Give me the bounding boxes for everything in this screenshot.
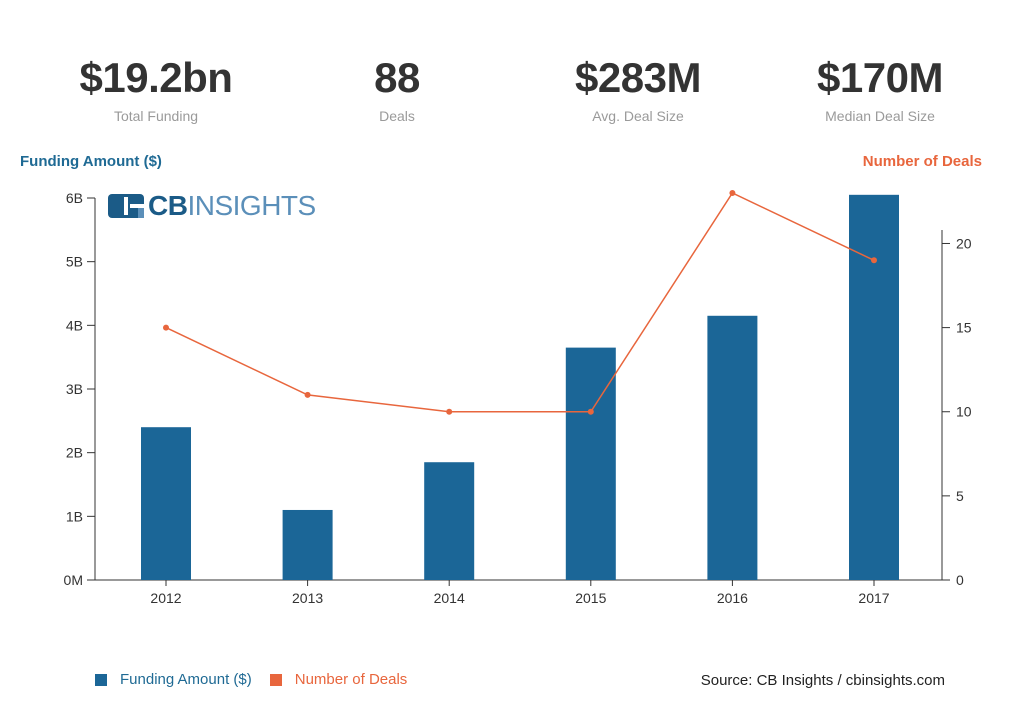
x-axis-tick-label: 2012 bbox=[150, 590, 181, 606]
logo-text-insights: INSIGHTS bbox=[187, 190, 316, 221]
left-axis-title: Funding Amount ($) bbox=[20, 153, 162, 170]
x-axis-tick-label: 2014 bbox=[434, 590, 465, 606]
legend-label-funding: Funding Amount ($) bbox=[120, 671, 252, 688]
source-note: Source: CB Insights / cbinsights.com bbox=[700, 672, 945, 689]
x-axis-tick-label: 2013 bbox=[292, 590, 323, 606]
legend-label-deals: Number of Deals bbox=[294, 671, 408, 688]
deals-point bbox=[446, 408, 453, 415]
stat-label: Avg. Deal Size bbox=[592, 108, 684, 124]
right-axis-tick-label: 15 bbox=[956, 320, 972, 336]
stat-value: $283M bbox=[575, 54, 701, 101]
funding-bar bbox=[707, 315, 758, 580]
deals-point bbox=[587, 408, 594, 415]
left-axis-tick-label: 5B bbox=[66, 254, 83, 270]
deals-point bbox=[729, 190, 736, 196]
funding-bar bbox=[565, 347, 616, 580]
legend-item-funding[interactable]: Funding Amount ($) bbox=[95, 671, 252, 688]
right-axis-tick-label: 20 bbox=[956, 235, 972, 251]
left-axis-tick-label: 3B bbox=[66, 381, 83, 397]
stat-deals: 88 Deals bbox=[277, 52, 517, 124]
stat-label: Deals bbox=[379, 108, 415, 124]
funding-bar bbox=[141, 427, 191, 580]
stat-avg-deal-size: $283M Avg. Deal Size bbox=[518, 52, 758, 124]
legend-swatch-deals bbox=[269, 673, 282, 686]
stat-value: $19.2bn bbox=[79, 54, 233, 101]
chart-legend: Funding Amount ($) Number of Deals bbox=[95, 671, 425, 688]
funding-bar bbox=[282, 509, 333, 580]
stat-total-funding: $19.2bn Total Funding bbox=[36, 52, 276, 124]
left-axis-tick-label: 2B bbox=[66, 445, 83, 461]
right-axis-title: Number of Deals bbox=[862, 153, 982, 170]
funding-bar bbox=[424, 462, 475, 580]
deals-point bbox=[304, 391, 311, 398]
x-axis-tick-label: 2015 bbox=[575, 590, 606, 606]
right-axis-tick-label: 10 bbox=[956, 404, 972, 420]
left-axis-tick-label: 0M bbox=[64, 572, 83, 588]
stat-value: 88 bbox=[374, 54, 420, 101]
cbinsights-logo: CB INSIGHTS bbox=[108, 190, 316, 222]
stat-label: Median Deal Size bbox=[825, 108, 935, 124]
left-axis-tick-label: 4B bbox=[66, 317, 83, 333]
deals-point bbox=[163, 324, 169, 331]
stat-label: Total Funding bbox=[113, 108, 199, 124]
right-axis-tick-label: 0 bbox=[956, 572, 964, 588]
x-axis-tick-label: 2016 bbox=[717, 590, 748, 606]
right-axis-tick-label: 5 bbox=[956, 488, 964, 504]
left-axis-tick-label: 6B bbox=[66, 190, 83, 206]
left-axis-tick-label: 1B bbox=[66, 508, 83, 524]
cbinsights-logo-icon bbox=[108, 194, 144, 218]
deals-point bbox=[871, 257, 877, 264]
stat-value: $170M bbox=[817, 54, 943, 101]
deals-line bbox=[165, 192, 875, 413]
stat-median-deal-size: $170M Median Deal Size bbox=[760, 52, 1000, 124]
logo-text-cb: CB bbox=[148, 190, 188, 221]
legend-swatch-funding bbox=[95, 673, 107, 686]
x-axis-tick-label: 2017 bbox=[858, 590, 889, 606]
legend-item-deals[interactable]: Number of Deals bbox=[269, 671, 408, 688]
